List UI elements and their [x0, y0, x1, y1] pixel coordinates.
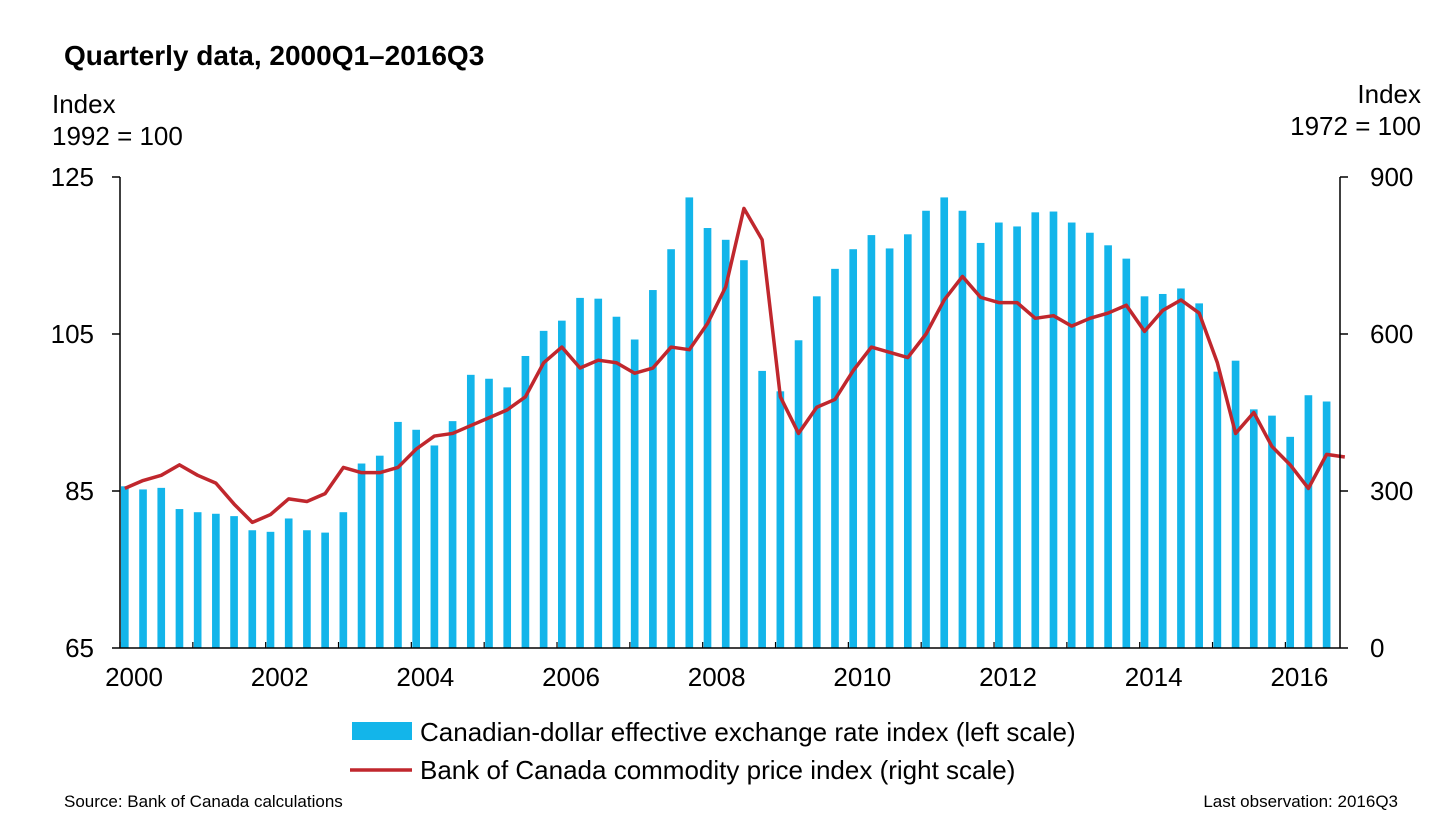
fx-index-bar: [1067, 222, 1076, 648]
legend-label-line: Bank of Canada commodity price index (ri…: [420, 755, 1015, 785]
fx-index-bar: [940, 197, 949, 648]
right-axis-tick-label: 0: [1370, 633, 1384, 663]
fx-index-bar: [703, 228, 712, 648]
legend-swatch-bars: [352, 722, 412, 740]
fx-index-bar: [667, 249, 675, 648]
fx-index-bar: [903, 234, 912, 649]
right-axis-tick-label: 900: [1370, 162, 1413, 192]
fx-index-bar: [831, 268, 839, 648]
fx-index-bar: [248, 530, 257, 648]
fx-index-bar: [721, 239, 730, 649]
x-axis-tick-label: 2016: [1270, 662, 1328, 692]
fx-index-bar: [612, 316, 621, 648]
fx-index-bar: [576, 297, 584, 648]
fx-index-bar: [1158, 293, 1167, 648]
fx-index-bar: [230, 516, 238, 648]
fx-index-bar: [339, 512, 348, 648]
fx-index-bar: [503, 387, 512, 648]
fx-index-bar: [1195, 303, 1203, 648]
fx-index-bar: [121, 486, 129, 648]
fx-index-bar: [1268, 415, 1276, 648]
fx-index-bar: [1177, 288, 1185, 648]
fx-index-bar: [139, 489, 147, 648]
left-axis-unit-line1: Index: [52, 89, 116, 119]
fx-index-bar: [1304, 395, 1313, 648]
fx-index-bar: [976, 242, 985, 648]
fx-index-bar: [794, 340, 803, 648]
fx-index-bar: [485, 378, 493, 648]
x-axis-tick-label: 2006: [542, 662, 600, 692]
right-axis-unit-line2: 1972 = 100: [1290, 111, 1421, 141]
fx-index-bar: [594, 298, 603, 648]
fx-index-bar: [175, 509, 184, 648]
fx-index-bar: [1013, 226, 1021, 648]
fx-index-bar: [958, 210, 967, 648]
x-axis-tick-label: 2000: [105, 662, 163, 692]
fx-index-bar: [1086, 232, 1094, 649]
fx-index-bar: [521, 355, 530, 648]
fx-index-bar: [394, 421, 402, 648]
x-axis-tick-label: 2014: [1125, 662, 1183, 692]
commodity-price-line: [124, 206, 1346, 525]
right-axis-tick-label: 600: [1370, 319, 1413, 349]
fx-index-bar: [157, 487, 166, 648]
fx-index-bar: [284, 518, 293, 648]
x-axis-tick-label: 2012: [979, 662, 1037, 692]
left-axis-tick-label: 125: [51, 162, 94, 192]
right-axis-unit-line1: Index: [1357, 79, 1421, 109]
fx-index-bar: [885, 248, 894, 648]
source-note: Source: Bank of Canada calculations: [64, 792, 343, 811]
fx-index-bar: [321, 532, 329, 648]
fx-index-bar: [539, 330, 548, 648]
fx-index-bar: [1031, 212, 1040, 648]
fx-index-bar: [1249, 409, 1258, 648]
fx-index-bar: [849, 249, 858, 648]
last-observation-note: Last observation: 2016Q3: [1203, 792, 1398, 811]
x-axis-tick-label: 2010: [833, 662, 891, 692]
x-axis-tick-label: 2008: [688, 662, 746, 692]
fx-index-bar: [758, 370, 766, 648]
fx-index-bar: [812, 296, 821, 648]
fx-index-bar: [1049, 211, 1058, 649]
fx-index-bar: [1140, 296, 1149, 648]
left-axis-tick-label: 65: [65, 633, 94, 663]
fx-index-bar: [448, 421, 457, 648]
fx-index-bar: [1286, 436, 1295, 648]
fx-index-bar: [630, 339, 639, 648]
fx-index-bar: [212, 513, 220, 648]
fx-index-bar: [193, 512, 202, 648]
fx-index-bar: [266, 531, 275, 648]
legend-label-bars: Canadian-dollar effective exchange rate …: [420, 717, 1076, 747]
fx-index-bar: [685, 197, 694, 648]
fx-index-bar: [1231, 360, 1240, 648]
fx-index-bar: [922, 210, 930, 648]
fx-index-bar: [1104, 245, 1112, 649]
fx-index-bar: [357, 463, 366, 648]
chart-title: Quarterly data, 2000Q1–2016Q3: [64, 40, 485, 71]
fx-index-bar: [995, 222, 1003, 648]
fx-index-bar: [430, 445, 439, 648]
fx-index-bar: [558, 320, 566, 648]
right-axis-tick-label: 300: [1370, 476, 1413, 506]
x-axis-tick-label: 2004: [396, 662, 454, 692]
left-axis-tick-label: 85: [65, 476, 94, 506]
fx-index-bar: [1213, 371, 1222, 648]
fx-index-bar: [740, 260, 748, 648]
fx-index-bar: [466, 374, 475, 648]
right-axis-unit-label: Index 1972 = 100: [1290, 78, 1421, 142]
fx-index-bar: [776, 391, 785, 648]
fx-index-bar: [375, 455, 384, 648]
left-axis-unit-label: Index 1992 = 100: [52, 88, 183, 152]
fx-index-bar: [649, 290, 657, 648]
fx-index-bar: [867, 235, 876, 648]
fx-index-bar: [412, 429, 420, 648]
x-axis-tick-label: 2002: [251, 662, 309, 692]
left-axis-unit-line2: 1992 = 100: [52, 121, 183, 151]
fx-index-bar: [1122, 258, 1131, 648]
left-axis-tick-label: 105: [51, 319, 94, 349]
fx-index-bar: [303, 530, 311, 648]
fx-index-bar: [1322, 401, 1331, 648]
